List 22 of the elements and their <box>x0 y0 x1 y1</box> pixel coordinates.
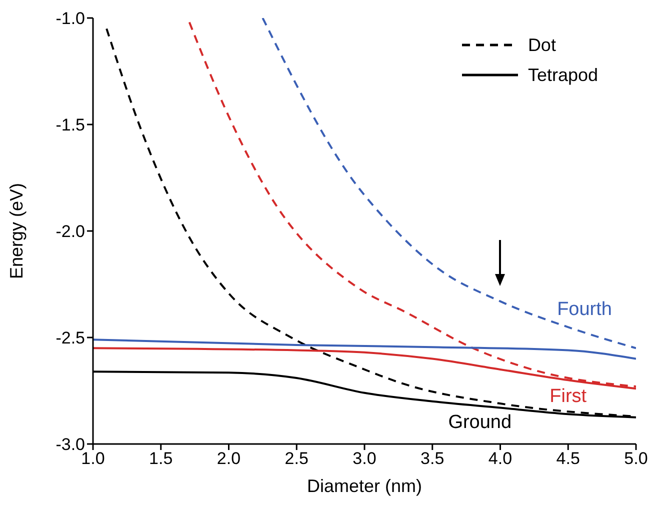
x-axis-title: Diameter (nm) <box>306 476 422 496</box>
annotation: Ground <box>448 412 512 434</box>
y-tick-label: -2.5 <box>56 328 85 348</box>
line-series <box>93 338 636 360</box>
x-tick-label: 3.5 <box>420 449 444 468</box>
x-tick-label: 3.0 <box>352 449 376 468</box>
annotation: First <box>550 386 587 408</box>
y-tick-label: -2.0 <box>56 222 85 242</box>
x-tick-label: 4.0 <box>488 449 512 468</box>
y-tick-label: -1.0 <box>56 9 85 28</box>
y-axis-title: Energy (eV) <box>6 182 26 280</box>
x-tick-label: 2.0 <box>216 449 241 468</box>
x-tick-label: 2.5 <box>284 449 308 468</box>
legend-label: Tetrapod <box>528 64 598 86</box>
annotation: Fourth <box>557 298 612 321</box>
x-tick-label: 1.0 <box>81 449 105 468</box>
x-tick-label: 4.5 <box>556 449 580 468</box>
line-series <box>262 18 636 350</box>
x-tick-label: 1.5 <box>149 449 173 468</box>
y-tick-label: -1.5 <box>56 116 85 135</box>
legend-label: Dot <box>528 34 556 56</box>
x-tick-label: 5.0 <box>624 449 648 468</box>
